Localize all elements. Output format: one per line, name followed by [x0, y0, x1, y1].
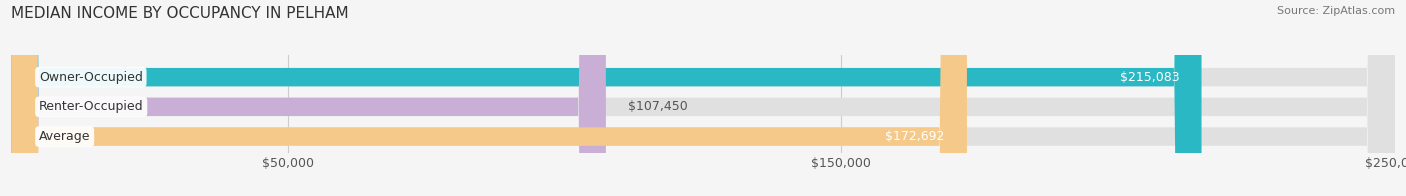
- FancyBboxPatch shape: [11, 0, 1395, 196]
- Text: MEDIAN INCOME BY OCCUPANCY IN PELHAM: MEDIAN INCOME BY OCCUPANCY IN PELHAM: [11, 6, 349, 21]
- Text: $215,083: $215,083: [1119, 71, 1180, 84]
- FancyBboxPatch shape: [11, 0, 1395, 196]
- FancyBboxPatch shape: [11, 0, 606, 196]
- FancyBboxPatch shape: [11, 0, 1395, 196]
- Text: Owner-Occupied: Owner-Occupied: [39, 71, 143, 84]
- FancyBboxPatch shape: [11, 0, 967, 196]
- Text: Renter-Occupied: Renter-Occupied: [39, 100, 143, 113]
- FancyBboxPatch shape: [11, 0, 1202, 196]
- Text: $107,450: $107,450: [628, 100, 688, 113]
- Text: Source: ZipAtlas.com: Source: ZipAtlas.com: [1277, 6, 1395, 16]
- Text: Average: Average: [39, 130, 90, 143]
- Text: $172,692: $172,692: [886, 130, 945, 143]
